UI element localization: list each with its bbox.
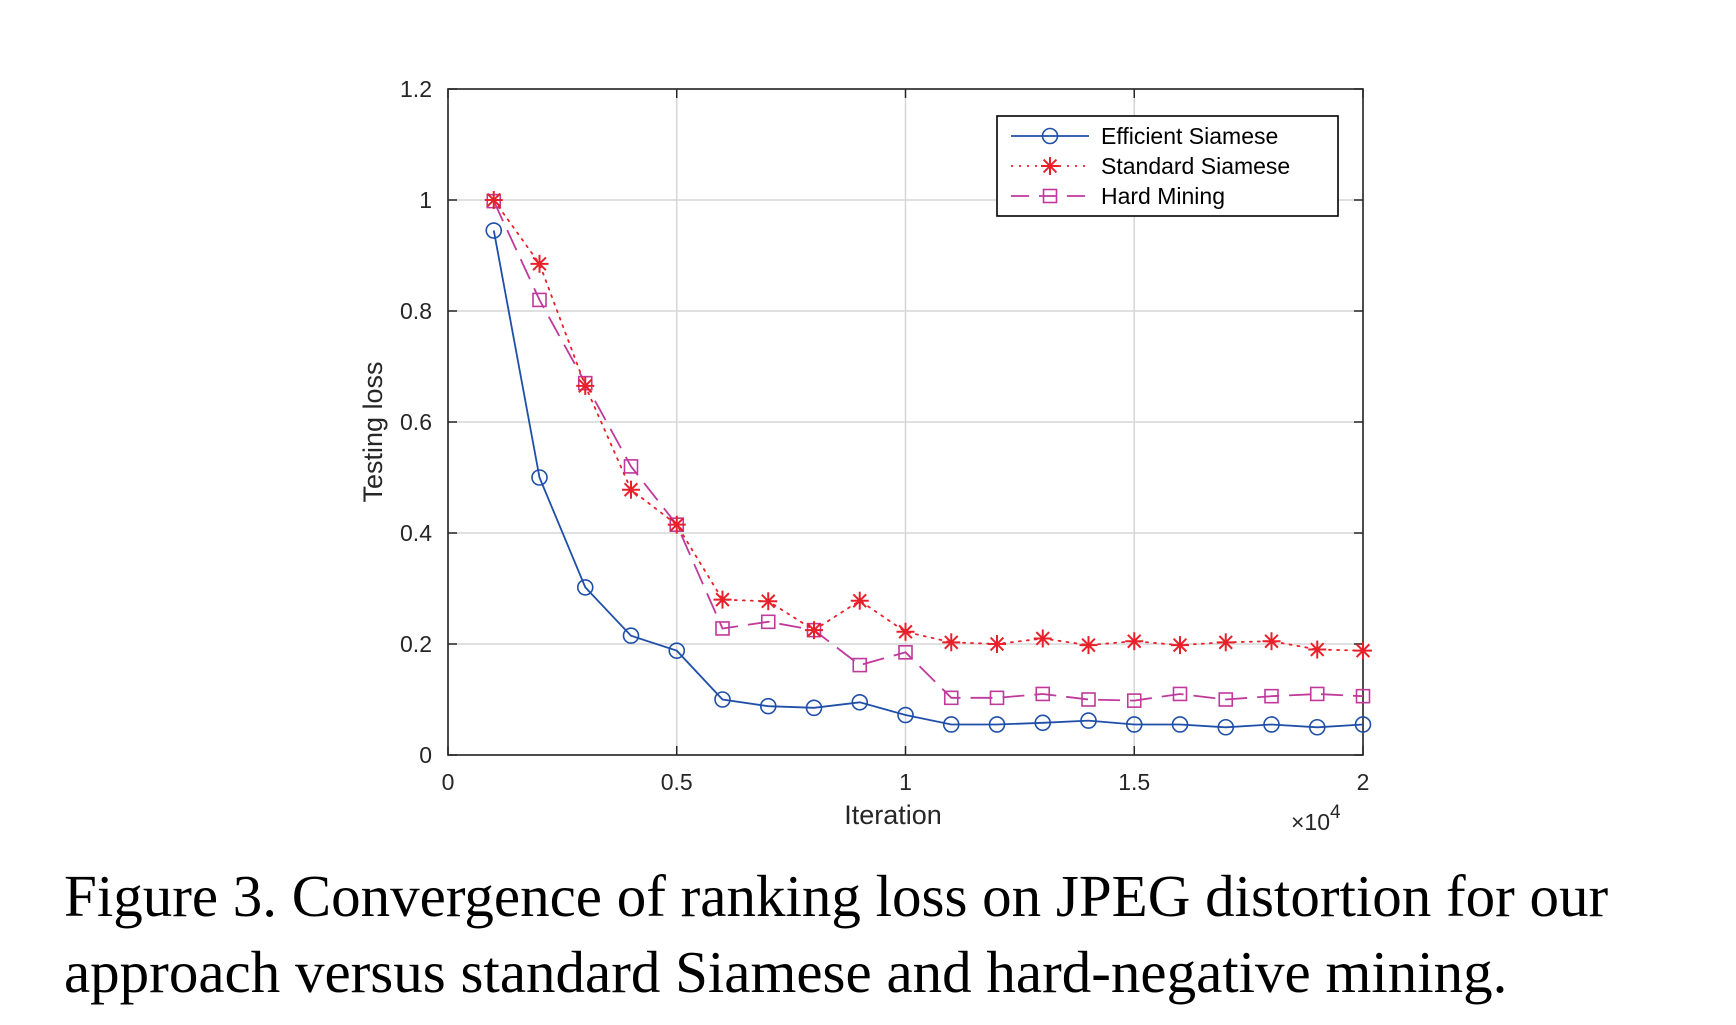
axes: 0 0.5 1 1.5 2 0 0.2 0.4 0.6 0.8 1 1.2: [400, 76, 1369, 795]
standard-siamese-point: [1033, 629, 1052, 648]
efficient-siamese-point: [897, 706, 914, 724]
efficient-siamese-point: [988, 716, 1006, 733]
hard-mining-point: [760, 614, 776, 630]
legend-marker: [1042, 188, 1058, 204]
legend-label: Efficient Siamese: [1101, 123, 1278, 149]
y-tick-label: 0.8: [400, 298, 432, 324]
efficient-siamese-point: [576, 579, 594, 596]
x-axis-label: Iteration: [844, 800, 942, 830]
standard-siamese-point: [576, 376, 595, 395]
legend-marker: [1041, 127, 1059, 145]
efficient-siamese-point: [668, 642, 686, 659]
x-multiplier-base: ×10: [1291, 809, 1330, 835]
x-tick-label: 1.5: [1118, 769, 1150, 795]
y-tick-label: 0.4: [400, 520, 432, 546]
hard-mining-point: [1172, 686, 1188, 702]
efficient-siamese-point: [485, 222, 503, 239]
legend: Efficient Siamese Standard Siamese Hard Mi…: [996, 115, 1339, 217]
hard-mining-point: [943, 690, 959, 706]
standard-siamese-point: [805, 621, 823, 640]
efficient-siamese-point: [805, 699, 823, 717]
standard-siamese-point: [713, 590, 732, 609]
standard-siamese-point: [1354, 641, 1372, 660]
hard-mining-point: [1264, 688, 1279, 704]
y-tick-label: 0: [419, 742, 432, 768]
x-tick-label: 0: [442, 769, 455, 795]
series-standard-siamese: [484, 191, 1372, 660]
hard-mining-point: [1355, 688, 1371, 704]
efficient-siamese-point: [1171, 716, 1189, 733]
y-axis-label: Testing loss: [358, 361, 388, 502]
figure-caption: Figure 3. Convergence of ranking loss on…: [64, 863, 1609, 1005]
standard-siamese-point: [484, 191, 503, 209]
line-chart: 0 0.5 1 1.5 2 0 0.2 0.4 0.6 0.8 1 1.2 Efficient Sia…: [358, 76, 1372, 835]
standard-siamese-point: [622, 480, 640, 499]
hard-mining-point: [1081, 692, 1096, 707]
hard-mining-point: [715, 621, 730, 636]
hard-mining-line: [492, 200, 1364, 702]
standard-siamese-point: [1308, 640, 1327, 659]
efficient-siamese-point: [531, 469, 548, 486]
efficient-siamese-point: [622, 627, 640, 644]
hard-mining-point: [898, 645, 913, 660]
standard-siamese-point: [942, 633, 961, 652]
series-hard-mining: [486, 193, 1371, 708]
x-tick-label: 2: [1357, 769, 1370, 795]
standard-siamese-point: [1171, 636, 1189, 655]
hard-mining-point: [1035, 686, 1051, 702]
legend-item-efficient-siamese: Efficient Siamese: [1011, 123, 1278, 149]
legend-label: Standard Siamese: [1101, 153, 1290, 179]
efficient-siamese-point: [851, 693, 869, 711]
hard-mining-point: [1218, 692, 1234, 707]
efficient-siamese-point: [1263, 716, 1280, 733]
standard-siamese-point: [1216, 633, 1235, 652]
y-tick-label: 0.6: [400, 409, 432, 435]
hard-mining-point: [1309, 686, 1325, 702]
y-tick-label: 1.2: [400, 76, 432, 102]
legend-marker: [1041, 157, 1059, 175]
x-tick-label: 1: [899, 769, 912, 795]
x-multiplier-exponent: 4: [1330, 802, 1341, 823]
standard-siamese-point: [988, 635, 1006, 653]
hard-mining-point: [852, 657, 868, 673]
standard-siamese-point: [667, 515, 686, 534]
standard-siamese-point: [896, 622, 915, 641]
efficient-siamese-point: [1034, 714, 1052, 732]
x-tick-label: 0.5: [661, 769, 693, 795]
hard-mining-point: [623, 459, 639, 474]
efficient-siamese-point: [759, 697, 777, 715]
efficient-siamese-point: [714, 691, 731, 708]
standard-siamese-point: [530, 254, 549, 273]
efficient-siamese-point: [1217, 718, 1235, 736]
series-efficient-siamese: [485, 222, 1372, 736]
efficient-siamese-point: [1080, 712, 1097, 729]
y-tick-label: 1: [419, 187, 432, 213]
standard-siamese-point: [1262, 632, 1281, 651]
legend-item-standard-siamese: Standard Siamese: [1011, 153, 1290, 179]
x-multiplier: ×104: [1291, 802, 1341, 835]
hard-mining-point: [532, 292, 547, 308]
efficient-siamese-point: [1354, 716, 1372, 733]
standard-siamese-point: [1079, 636, 1098, 655]
standard-siamese-point: [850, 591, 869, 610]
hard-mining-point: [989, 690, 1005, 706]
legend-label: Hard Mining: [1101, 183, 1225, 209]
efficient-siamese-point: [942, 716, 960, 733]
hard-mining-point: [1126, 693, 1142, 708]
y-tick-label: 0.2: [400, 631, 432, 657]
standard-siamese-point: [1125, 632, 1144, 651]
efficient-siamese-point: [1125, 716, 1143, 733]
standard-siamese-point: [759, 592, 778, 611]
efficient-siamese-point: [1308, 718, 1326, 736]
series-layer: [484, 191, 1372, 736]
legend-item-hard-mining: Hard Mining: [1011, 183, 1225, 209]
